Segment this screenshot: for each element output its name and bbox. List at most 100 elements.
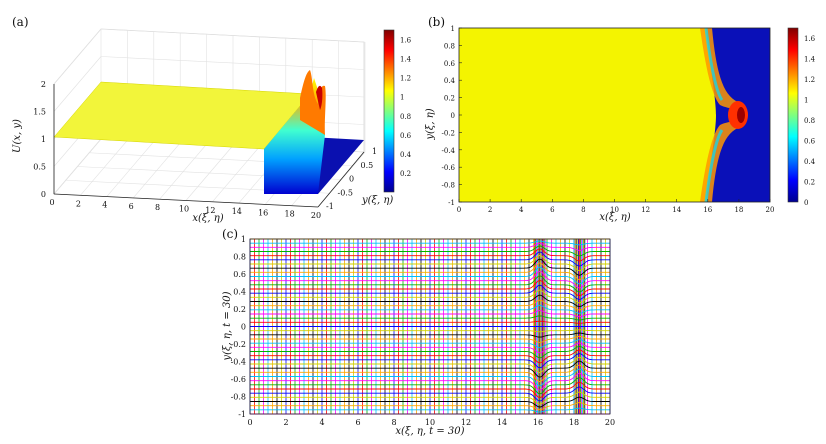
- mesh-line-horizontal: [250, 342, 610, 354]
- panel-c-y-tick-label: 0.2: [233, 305, 246, 314]
- mesh-line-horizontal: [250, 339, 610, 349]
- panel-c-mesh-lines: [249, 238, 611, 415]
- mesh-line-horizontal: [250, 372, 610, 391]
- panel-a-colorbar-tick-label: 1: [400, 94, 404, 102]
- panel-b-x-tick-label: 18: [734, 206, 743, 214]
- panel-c-x-tick-label: 8: [391, 418, 396, 427]
- panel-a-x-tick-label: 14: [232, 207, 242, 216]
- panel-c-x-tick-label: 18: [569, 418, 579, 427]
- panel-c-y-tick-label: -0.8: [231, 393, 246, 402]
- panel-b-colorbar-tick-label: 0.2: [804, 179, 815, 187]
- mesh-line-horizontal: [250, 332, 610, 338]
- panel-a-z-tick-label: 1.5: [33, 108, 46, 117]
- panel-b-peak: [737, 107, 745, 123]
- panel-c-y-tick-label: -0.6: [231, 375, 246, 384]
- panel-c-y-tick-label: 0.4: [233, 288, 246, 297]
- panel-a-z-tick-label: 2: [41, 80, 46, 89]
- mesh-line-horizontal: [250, 356, 610, 374]
- panel-c-y-tick-label: 1: [241, 235, 246, 244]
- panel-c-y-tick-label: 0: [241, 323, 246, 332]
- panel-a-peak-ridge: [300, 70, 326, 135]
- mesh-line-horizontal: [250, 266, 610, 285]
- panel-b-label: (b): [428, 15, 445, 29]
- panel-c-x-tick-label: 12: [461, 418, 471, 427]
- mesh-line-horizontal: [250, 294, 610, 308]
- mesh-line-horizontal: [250, 402, 610, 411]
- panel-c-x-tick-label: 2: [283, 418, 288, 427]
- mesh-line-horizontal: [250, 251, 610, 267]
- panel-a-z-tick-label: 0.5: [33, 163, 46, 172]
- mesh-line-horizontal: [250, 279, 610, 297]
- mesh-line-horizontal: [250, 329, 610, 333]
- mesh-line-horizontal: [250, 368, 610, 387]
- panel-c-x-tick-label: 14: [497, 418, 507, 427]
- mesh-line-horizontal: [250, 349, 610, 364]
- panel-a-y-tick-label: 0: [349, 175, 354, 184]
- mesh-line-horizontal: [250, 345, 610, 359]
- panel-a-x-tick-label: 12: [205, 206, 215, 215]
- panel-a-peak-max: [316, 85, 323, 110]
- panel-a-colorbar-tick-label: 0.4: [400, 151, 412, 159]
- panel-b-y-tick-label: 0.6: [444, 60, 456, 68]
- panel-c-y-tick-label: 0.6: [233, 270, 246, 279]
- panel-b-y-tick-label: 0.8: [444, 42, 455, 50]
- panel-b-heatmap: (b) 0 2 4 6 8 10 12 14 16 18 20 10.80.60.40.20-0.2…: [425, 15, 816, 223]
- panel-b-x-tick-label: 16: [703, 206, 712, 214]
- panel-b-y-ticks: 1 0.8 0.6 0.4 0.2 0 -0.2 -0.4 -0.6 -0.8 -1: [442, 25, 462, 207]
- mesh-line-horizontal: [250, 396, 610, 408]
- panel-b-y-tick-label: 0.2: [444, 95, 455, 103]
- panel-a-y-tick-label: -1: [326, 202, 334, 211]
- mesh-line-horizontal: [250, 289, 610, 304]
- panel-b-colorbar-tick-label: 0.6: [804, 138, 816, 146]
- panel-c-x-tick-label: 20: [605, 418, 615, 427]
- panel-c-x-tick-label: 4: [319, 418, 324, 427]
- panel-c-mesh-plot: (c) 0 2 4 6 8 10 12 14 16 18 20 1 0.8 0.6 0.4 0.2 0 -0.2…: [222, 227, 615, 437]
- panel-b-x-tick-label: 12: [641, 206, 650, 214]
- panel-c-y-ticks: 1 0.8 0.6 0.4 0.2 0 -0.2 -0.4 -0.6 -0.8 -1: [231, 235, 246, 419]
- mesh-line-horizontal: [250, 245, 610, 257]
- mesh-line-horizontal: [250, 284, 610, 300]
- panel-b-colorbar-tick-label: 1.6: [804, 35, 816, 43]
- mesh-line-horizontal: [250, 240, 610, 246]
- panel-a-y-tick-label: 0.5: [361, 161, 374, 170]
- panel-b-colorbar-tick-label: 1.4: [804, 56, 816, 64]
- panel-b-colorbar-ticks: 0 0.2 0.4 0.6 0.8 1 1.2 1.4 1.6: [804, 35, 816, 207]
- mesh-line-horizontal: [250, 391, 610, 405]
- panel-a-colorbar-tick-label: 1.2: [400, 75, 411, 83]
- panel-c-xlabel: x(ξ, η, t = 30): [395, 426, 464, 437]
- panel-c-x-tick-label: 10: [425, 418, 435, 427]
- mesh-line-horizontal: [250, 262, 610, 281]
- mesh-line-horizontal: [250, 320, 610, 324]
- panel-b-colorbar-tick-label: 1: [804, 97, 808, 105]
- mesh-line-horizontal: [250, 386, 610, 402]
- mesh-line-horizontal: [250, 304, 610, 314]
- panel-a-x-tick-label: 10: [179, 205, 189, 214]
- mesh-line-horizontal: [250, 270, 610, 289]
- panel-b-x-tick-label: 2: [488, 206, 492, 214]
- panel-a-colorbar-tick-label: 0.8: [400, 113, 411, 121]
- panel-a-colorbar: [383, 29, 395, 193]
- panel-a-zlabel: U(x, y): [12, 119, 23, 153]
- panel-c-ylabel: y(ξ, η, t = 30): [222, 291, 233, 361]
- panel-a-x-tick-label: 6: [129, 202, 134, 211]
- panel-a-xlabel: x(ξ, η): [192, 213, 223, 224]
- panel-b-y-tick-label: 0.4: [444, 77, 456, 85]
- panel-a-label: (a): [12, 15, 29, 29]
- panel-c-y-tick-label: -0.4: [231, 358, 246, 367]
- mesh-line-horizontal: [250, 407, 610, 413]
- panel-a-z-tick-label: 0: [41, 190, 46, 199]
- panel-a-x-tick-label: 20: [311, 211, 321, 220]
- mesh-line-horizontal: [250, 275, 610, 293]
- panel-b-y-tick-label: -0.8: [442, 182, 456, 190]
- panel-b-colorbar-tick-label: 0.4: [804, 158, 816, 166]
- panel-b-xlabel: x(ξ, η): [599, 212, 630, 223]
- mesh-line-horizontal: [250, 364, 610, 383]
- panel-a-colorbar-tick-label: 0.6: [400, 132, 412, 140]
- panel-b-y-tick-label: -1: [448, 199, 455, 207]
- mesh-line-horizontal: [250, 254, 610, 272]
- panel-c-y-tick-label: -1: [238, 410, 246, 419]
- panel-a-y-tick-label: 1: [372, 147, 377, 156]
- mesh-line-horizontal: [250, 310, 610, 318]
- panel-c-x-tick-label: 6: [355, 418, 360, 427]
